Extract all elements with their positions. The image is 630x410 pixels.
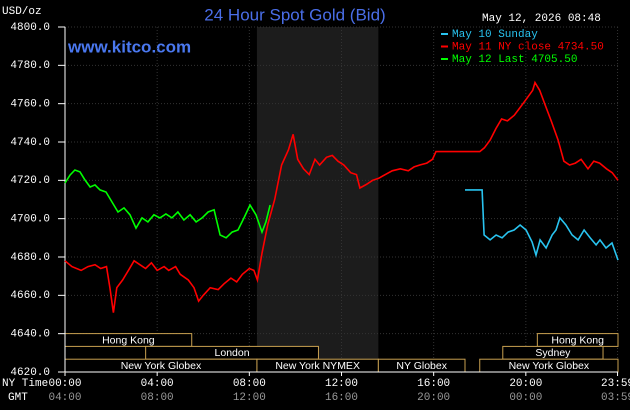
chart-title: 24 Hour Spot Gold (Bid) — [204, 5, 385, 24]
session-label: Hong Kong — [551, 334, 604, 346]
x-tick-label: 00:00 — [48, 378, 81, 390]
watermark: www.kitco.com — [67, 37, 191, 56]
session-label: Sydney — [535, 347, 571, 359]
y-tick-label: 4620.0 — [10, 367, 50, 379]
session-label: NY Globex — [396, 360, 447, 372]
y-tick-label: 4800.0 — [10, 22, 50, 34]
x2-tick-label: 00:00 — [509, 392, 542, 404]
legend-label: May 12 Last 4705.50 — [452, 54, 577, 66]
y-tick-label: 4780.0 — [10, 60, 50, 72]
legend-label: May 11 NY close 4734.50 — [452, 41, 604, 53]
x-tick-label: 12:00 — [325, 378, 358, 390]
x2-tick-label: 04:00 — [48, 392, 81, 404]
y-tick-label: 4760.0 — [10, 99, 50, 111]
session-highlight — [256, 27, 379, 372]
session-label: Hong Kong — [102, 334, 155, 346]
x2-tick-label: 16:00 — [325, 392, 358, 404]
series-line — [64, 169, 271, 239]
x-tick-label: 23:59 — [601, 378, 630, 390]
x-tick-label: 20:00 — [509, 378, 542, 390]
y-tick-label: 4680.0 — [10, 252, 50, 264]
x-row-label: NY Time — [2, 378, 48, 390]
x-tick-label: 04:00 — [141, 378, 174, 390]
session-label: London — [215, 347, 250, 359]
y-tick-label: 4740.0 — [10, 137, 50, 149]
y-tick-label: 4720.0 — [10, 175, 50, 187]
x-tick-label: 08:00 — [233, 378, 266, 390]
y-tick-label: 4660.0 — [10, 290, 50, 302]
series-line — [465, 189, 619, 261]
x-tick-label: 16:00 — [417, 378, 450, 390]
y-tick-label: 4640.0 — [10, 329, 50, 341]
legend-label: May 10 Sunday — [452, 29, 538, 41]
session-label: New York Globex — [509, 360, 590, 372]
x2-tick-label: 20:00 — [417, 392, 450, 404]
x2-tick-label: 03:59 — [601, 392, 630, 404]
series-line — [64, 80, 619, 313]
session-label: New York Globex — [121, 360, 202, 372]
x2-row-label: GMT — [8, 392, 28, 404]
x2-tick-label: 12:00 — [233, 392, 266, 404]
timestamp: May 12, 2026 08:48 — [482, 13, 601, 25]
y-axis-label: USD/oz — [2, 6, 42, 18]
x2-tick-label: 08:00 — [141, 392, 174, 404]
y-tick-label: 4700.0 — [10, 214, 50, 226]
session-label: New York NYMEX — [275, 360, 360, 372]
